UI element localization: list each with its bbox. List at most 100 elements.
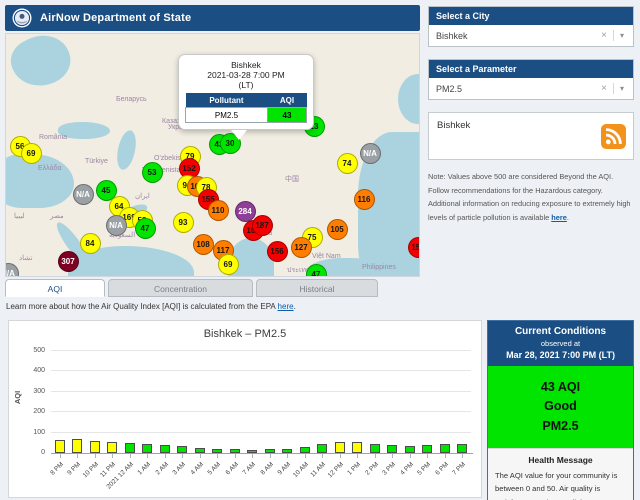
chart-bar-7-pm[interactable] <box>457 444 468 453</box>
health-message-block: Health Message The AQI value for your co… <box>488 448 633 500</box>
map-label: السعودية <box>109 232 136 239</box>
chart-xtick <box>129 454 131 458</box>
map-marker-aqi-307[interactable]: 307 <box>57 250 79 272</box>
chart-bar-1-pm[interactable] <box>352 441 363 453</box>
note-prefix: Note: Values above 500 are considered Be… <box>428 172 631 223</box>
map-marker-aqi-116[interactable]: 116 <box>353 188 375 210</box>
chart-xtick <box>182 454 184 458</box>
map-marker-aqi-53[interactable]: 53 <box>141 161 163 183</box>
chart-bar-2-pm[interactable] <box>369 443 380 453</box>
city-caret-icon[interactable]: ▾ <box>619 31 624 40</box>
map-marker-aqi-127[interactable]: 127 <box>290 236 312 258</box>
map-marker-aqi-74[interactable]: 74 <box>336 152 358 174</box>
chart-bar-4-pm[interactable] <box>404 446 415 453</box>
chart-xtick <box>287 454 289 458</box>
city-clear-icon[interactable]: × <box>595 30 614 41</box>
note-text: Note: Values above 500 are considered Be… <box>428 170 634 225</box>
tab-bar: AQI Concentration Historical <box>5 279 378 297</box>
map-marker-na[interactable]: N/A <box>6 262 19 276</box>
map-marker-aqi-110[interactable]: 110 <box>207 199 229 221</box>
chart-bar-11-am[interactable] <box>317 444 328 453</box>
water-mediterranean-sea <box>6 154 74 208</box>
map-marker-aqi-187[interactable]: 187 <box>251 214 273 236</box>
learn-more-text: Learn more about how the Air Quality Ind… <box>6 302 296 311</box>
chart-xtick <box>357 454 359 458</box>
map-label: مصر <box>50 213 64 220</box>
chart-bar-10-am[interactable] <box>299 447 310 453</box>
conditions-aqi-value: 43 AQI <box>540 380 581 394</box>
map-marker-aqi-84[interactable]: 84 <box>79 232 101 254</box>
parameter-select[interactable]: PM2.5 × ▾ <box>429 78 633 99</box>
map-marker-aqi-45[interactable]: 45 <box>95 179 117 201</box>
parameter-caret-icon[interactable]: ▾ <box>619 84 624 93</box>
conditions-header: Current Conditions observed at Mar 28, 2… <box>488 321 633 366</box>
tab-aqi[interactable]: AQI <box>5 279 105 297</box>
chart-bar-6-pm[interactable] <box>439 443 450 453</box>
chart-xtick <box>462 454 464 458</box>
chart-xtick <box>199 454 201 458</box>
tab-concentration[interactable]: Concentration <box>108 279 253 297</box>
popup-timezone: (LT) <box>238 80 254 90</box>
map-label: România <box>39 134 68 141</box>
conditions-pollutant: PM2.5 <box>542 418 579 433</box>
chart-xtick <box>322 454 324 458</box>
chart-bar-4-am[interactable] <box>194 447 205 453</box>
map-label: Беларусь <box>116 96 147 103</box>
chart-bar-3-am[interactable] <box>177 446 188 453</box>
chart-bar-8-am[interactable] <box>264 449 275 453</box>
chart-xtick <box>252 454 254 458</box>
map-popup: Bishkek 2021-03-28 7:00 PM (LT) Pollutan… <box>178 54 314 130</box>
map-marker-aqi-47[interactable]: 47 <box>305 263 327 276</box>
rss-icon[interactable] <box>601 124 626 154</box>
feed-city-title: Bishkek <box>437 120 471 131</box>
chart-bar-6-am[interactable] <box>229 448 240 453</box>
chart-bar-7-am[interactable] <box>247 449 258 453</box>
water-black-sea <box>58 122 110 139</box>
map-marker-aqi-69[interactable]: 69 <box>20 142 42 164</box>
chart-bar-3-pm[interactable] <box>387 445 398 453</box>
chart-bar-12-pm[interactable] <box>334 441 345 453</box>
parameter-clear-icon[interactable]: × <box>595 83 614 94</box>
water-sea-of-okhotsk <box>398 74 419 124</box>
note-here-link[interactable]: here <box>551 213 567 223</box>
chart-bar-2021-12-am[interactable] <box>124 443 135 453</box>
chart-xtick <box>444 454 446 458</box>
chart-bar-9-pm[interactable] <box>72 438 83 453</box>
note-suffix: . <box>566 213 569 223</box>
map-label: ประเทศไทย <box>287 267 323 274</box>
water-baltic-sea <box>6 34 78 96</box>
conditions-observed-label: observed at <box>540 339 581 348</box>
chart-title: Bishkek – PM2.5 <box>203 328 287 340</box>
city-select[interactable]: Bishkek × ▾ <box>429 25 633 46</box>
chart-bar-5-pm[interactable] <box>422 444 433 453</box>
chart-bar-11-pm[interactable] <box>107 441 118 453</box>
map-marker-aqi-108[interactable]: 108 <box>192 233 214 255</box>
map-marker-aqi-284[interactable]: 284 <box>234 200 256 222</box>
chart-bar-5-am[interactable] <box>212 448 223 453</box>
chart-xtick <box>217 454 219 458</box>
health-message-text: The AQI value for your community is betw… <box>495 471 618 500</box>
popup-datetime: 2021-03-28 7:00 PM <box>207 70 285 80</box>
map-marker-aqi-93[interactable]: 93 <box>172 211 194 233</box>
chart-xtick <box>59 454 61 458</box>
map-marker-aqi-159[interactable]: 159 <box>407 236 419 258</box>
chart-bar-10-pm[interactable] <box>89 441 100 453</box>
chart-bar-2-am[interactable] <box>159 444 170 453</box>
map-marker-aqi-105[interactable]: 105 <box>326 218 348 240</box>
map-marker-aqi-69[interactable]: 69 <box>217 253 239 275</box>
learn-more-here-link[interactable]: here <box>277 302 294 311</box>
chart-ytick-label: 400 <box>33 367 45 375</box>
chart-bar-1-am[interactable] <box>142 444 153 453</box>
map-label: تشاد <box>19 255 33 262</box>
map-marker-aqi-47[interactable]: 47 <box>134 217 156 239</box>
aqi-map[interactable]: БеларусьУкраїнаRomâniaКазахстанTürkiyeΕλ… <box>5 33 420 277</box>
map-marker-na[interactable]: N/A <box>105 214 127 236</box>
tab-historical[interactable]: Historical <box>256 279 378 297</box>
map-marker-na[interactable]: N/A <box>359 142 381 164</box>
chart-xtick <box>374 454 376 458</box>
map-marker-na[interactable]: N/A <box>72 183 94 205</box>
chart-bar-9-am[interactable] <box>282 448 293 453</box>
chart-bar-8-pm[interactable] <box>54 440 65 453</box>
map-marker-aqi-156[interactable]: 156 <box>266 240 288 262</box>
map-marker-aqi-152[interactable]: 152 <box>178 157 200 179</box>
